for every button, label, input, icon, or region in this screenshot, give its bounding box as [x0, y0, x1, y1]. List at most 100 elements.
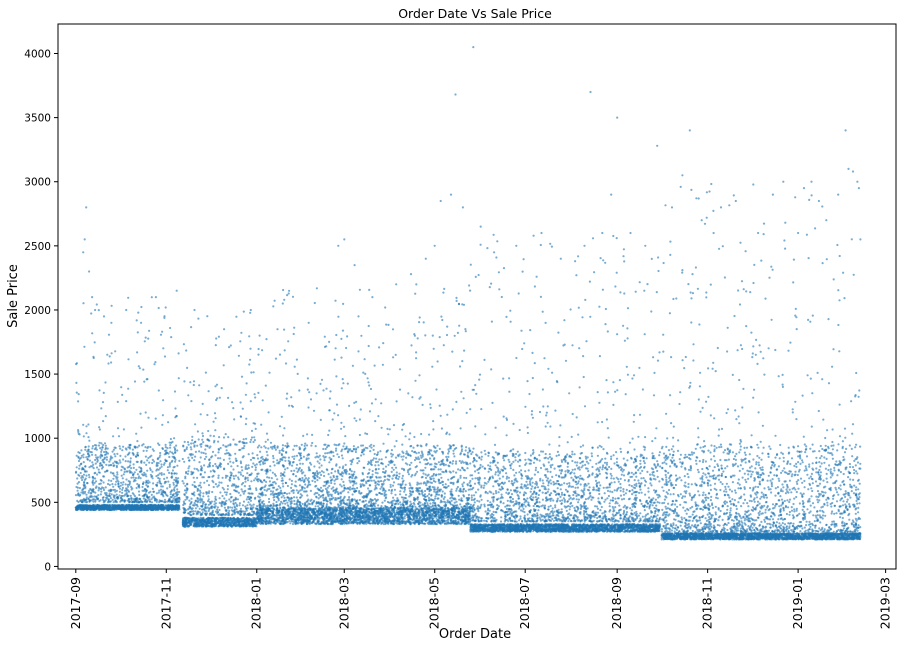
scatter-point [213, 470, 216, 473]
scatter-point [248, 484, 251, 488]
scatter-point [170, 472, 173, 475]
scatter-point [202, 441, 205, 444]
scatter-point [126, 505, 129, 508]
scatter-point [136, 482, 139, 486]
scatter-point [218, 436, 221, 439]
scatter-point [211, 511, 214, 514]
scatter-point [221, 502, 224, 505]
scatter-point [208, 464, 211, 467]
scatter-point [226, 484, 229, 487]
scatter-point [173, 489, 176, 492]
scatter-point [223, 491, 227, 494]
scatter-point [91, 461, 94, 464]
scatter-point [149, 445, 152, 449]
scatter-point [214, 510, 217, 513]
scatter-point [149, 490, 152, 493]
scatter-point [237, 478, 240, 481]
scatter-point [232, 468, 235, 471]
scatter-point [90, 312, 93, 315]
scatter-point [124, 483, 127, 486]
scatter-point [182, 445, 185, 448]
scatter-point [225, 519, 228, 522]
scatter-point [224, 433, 227, 436]
scatter-point [121, 488, 124, 491]
scatter-point [127, 490, 131, 493]
scatter-point [121, 477, 124, 480]
scatter-point [174, 407, 177, 410]
scatter-point [127, 452, 130, 455]
scatter-point [143, 474, 146, 477]
scatter-point [167, 506, 170, 509]
scatter-point [147, 445, 150, 448]
scatter-point [227, 436, 230, 439]
scatter-point [192, 512, 195, 515]
scatter-point [235, 484, 238, 487]
scatter-point [77, 451, 80, 454]
scatter-point [250, 480, 253, 483]
scatter-point [194, 510, 197, 513]
scatter-point [186, 496, 189, 499]
scatter-point [201, 476, 204, 479]
scatter-point [415, 517, 419, 520]
scatter-point [188, 499, 191, 502]
scatter-point [251, 492, 254, 495]
scatter-point [131, 503, 134, 506]
scatter-point [150, 454, 153, 457]
scatter-point [80, 449, 83, 452]
scatter-point [211, 464, 215, 467]
scatter-point [244, 393, 247, 396]
scatter-point [121, 449, 124, 452]
scatter-point [93, 495, 96, 498]
scatter-point [101, 496, 104, 499]
scatter-point [115, 480, 118, 483]
scatter-point [95, 497, 98, 500]
scatter-point [104, 381, 107, 384]
scatter-point [228, 457, 231, 460]
scatter-point [168, 471, 171, 474]
scatter-point [222, 458, 225, 461]
scatter-point [220, 387, 223, 390]
scatter-point [115, 500, 118, 504]
scatter-point [240, 375, 244, 378]
scatter-point [200, 442, 203, 446]
scatter-point [111, 472, 114, 475]
scatter-point [243, 444, 246, 448]
scatter-point [194, 507, 197, 510]
scatter-point [183, 508, 186, 511]
scatter-point [130, 476, 133, 479]
scatter-point [86, 505, 89, 508]
scatter-point [100, 467, 104, 470]
scatter-point [171, 440, 174, 443]
scatter-point [146, 496, 149, 499]
scatter-point [182, 503, 185, 507]
scatter-point [106, 353, 109, 356]
scatter-point [131, 448, 134, 451]
scatter-point [119, 447, 122, 450]
scatter-point [119, 454, 122, 457]
scatter-point [175, 484, 178, 487]
scatter-point [157, 474, 160, 477]
scatter-point [190, 448, 193, 451]
scatter-point [136, 440, 139, 443]
scatter-point [191, 507, 194, 510]
scatter-point [220, 523, 223, 526]
scatter-point [223, 468, 226, 471]
scatter-point [234, 489, 237, 492]
scatter-point [217, 465, 220, 468]
scatter-point [119, 500, 122, 503]
scatter-point [126, 466, 129, 469]
scatter-point [182, 500, 185, 503]
scatter-point [100, 450, 103, 453]
scatter-point [94, 486, 97, 489]
scatter-point [222, 488, 225, 491]
scatter-point [155, 469, 158, 472]
scatter-point [234, 511, 237, 514]
scatter-point [102, 475, 105, 478]
scatter-point [172, 466, 175, 469]
scatter-point [132, 466, 135, 469]
scatter-point [165, 476, 169, 479]
scatter-point [107, 464, 110, 467]
scatter-point [144, 446, 147, 449]
scatter-point [135, 496, 139, 499]
